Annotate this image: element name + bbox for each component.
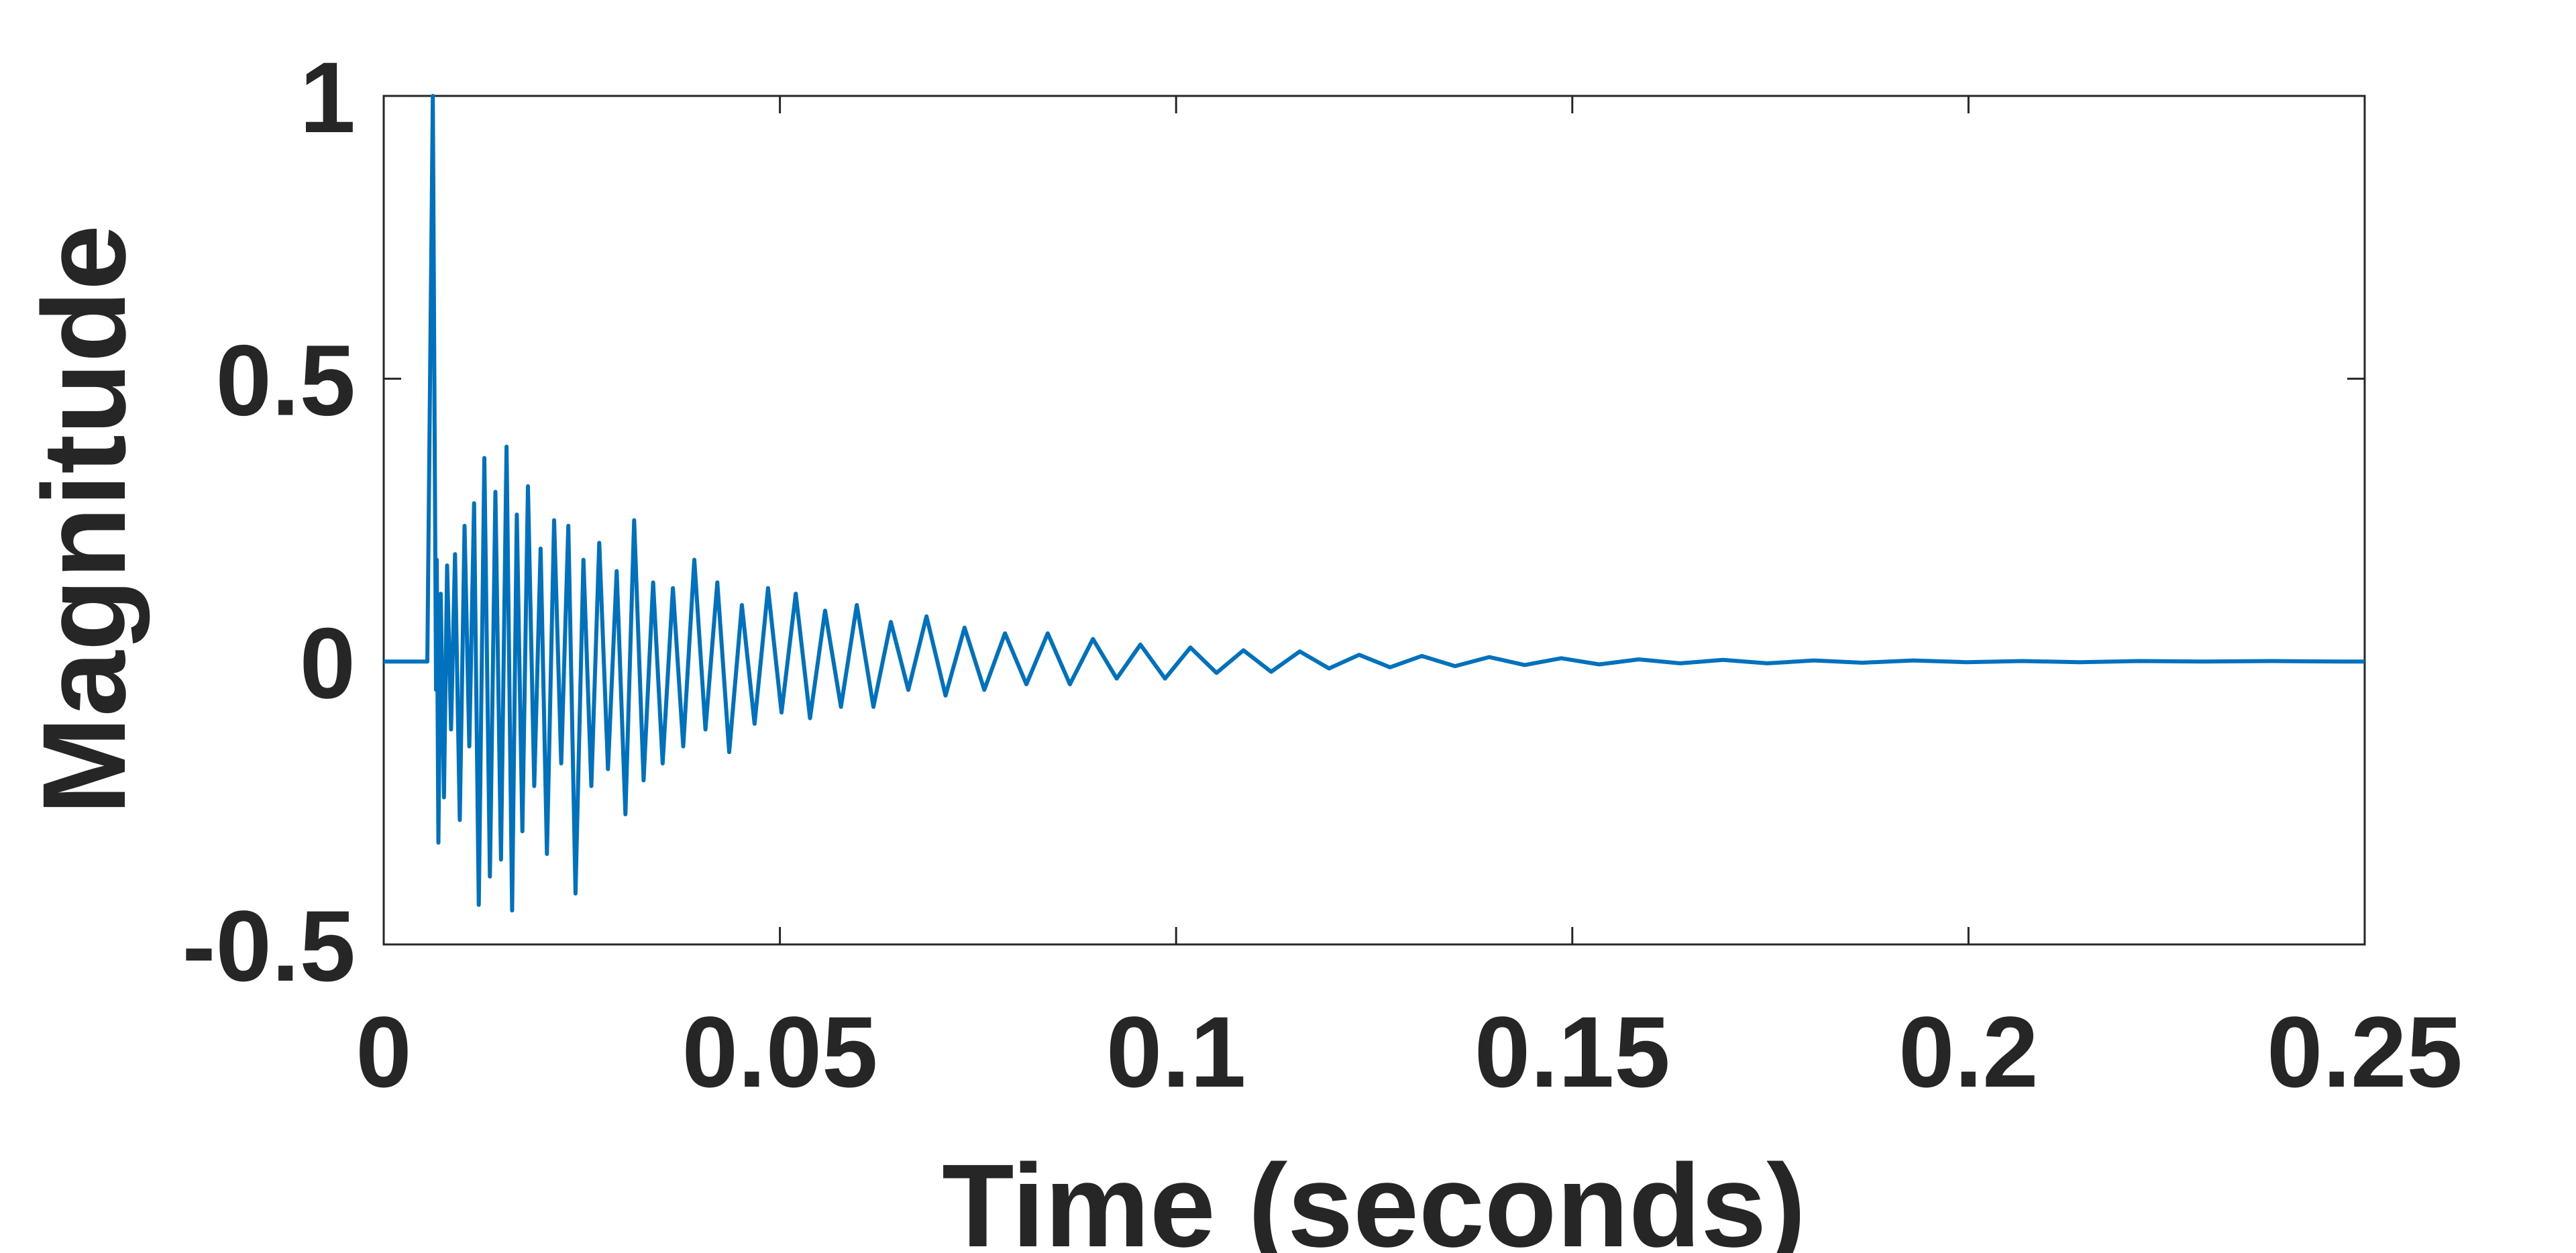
y-axis-label: Magnitude [19, 225, 150, 815]
y-tick-labels: -0.5 0 0.5 1 [182, 41, 356, 1002]
y-tick-label: 0 [300, 606, 356, 719]
x-axis-label: Time (seconds) [942, 1140, 1806, 1253]
x-tick-label: 0.2 [1898, 995, 2039, 1108]
y-tick-label: -0.5 [182, 889, 356, 1002]
plot-area-frame [382, 95, 2366, 946]
x-tick-label: 0.05 [682, 995, 878, 1108]
x-tick-labels: 0 0.05 0.1 0.15 0.2 0.25 [356, 995, 2463, 1108]
series-line [384, 94, 2365, 913]
x-tick-label: 0.25 [2267, 995, 2463, 1108]
x-tick-label: 0.1 [1106, 995, 1246, 1108]
y-tick-label: 1 [300, 41, 356, 154]
y-tick-label: 0.5 [215, 324, 356, 437]
x-tick-label: 0.15 [1474, 995, 1670, 1108]
x-tick-label: 0 [356, 995, 411, 1108]
